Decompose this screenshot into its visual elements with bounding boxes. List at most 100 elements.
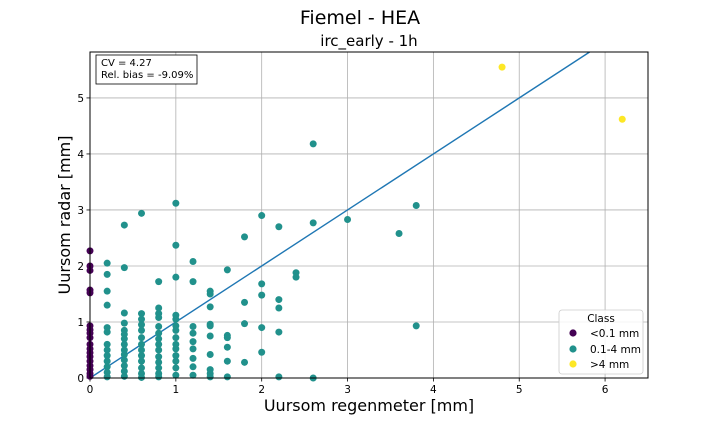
data-point-mid [344, 215, 352, 223]
data-point-mid [138, 315, 146, 323]
data-point-mid [172, 326, 180, 334]
data-point-mid [103, 270, 111, 278]
data-point-mid [241, 320, 249, 328]
data-point-mid [241, 358, 249, 366]
data-point-mid [189, 257, 197, 265]
data-point-mid [103, 346, 111, 354]
y-axis-label: Uursom radar [mm] [55, 136, 74, 295]
data-point-mid [120, 319, 128, 327]
data-point-mid [206, 290, 214, 298]
data-point-mid [206, 322, 214, 330]
y-tick-label: 2 [77, 261, 84, 273]
data-point-mid [172, 334, 180, 342]
data-point-mid [223, 357, 231, 365]
data-point-mid [172, 345, 180, 353]
data-point-mid [172, 199, 180, 207]
data-point-mid [206, 303, 214, 311]
data-point-mid [395, 229, 403, 237]
data-point-mid [172, 371, 180, 379]
data-point-mid [172, 241, 180, 249]
data-point-mid [189, 363, 197, 371]
data-point-mid [155, 364, 163, 372]
data-point-mid [155, 314, 163, 322]
legend-marker-low [569, 329, 577, 337]
data-point-mid [258, 324, 266, 332]
data-point-mid [172, 357, 180, 365]
data-point-mid [189, 338, 197, 346]
data-point-mid [120, 356, 128, 364]
chart-title: irc_early - 1h [320, 32, 417, 51]
data-point-mid [155, 335, 163, 343]
data-point-mid [103, 340, 111, 348]
data-point-mid [275, 296, 283, 304]
x-tick-label: 4 [430, 384, 437, 396]
data-point-mid [172, 352, 180, 360]
data-point-high [498, 63, 506, 71]
data-point-mid [241, 233, 249, 241]
stat-cv: CV = 4.27 [101, 58, 152, 69]
data-point-mid [138, 326, 146, 334]
data-point-mid [120, 340, 128, 348]
y-tick-label: 0 [77, 373, 84, 385]
data-point-mid [103, 301, 111, 309]
x-tick-label: 0 [87, 384, 94, 396]
data-point-mid [120, 372, 128, 380]
legend-label-high: >4 mm [590, 359, 629, 371]
chart-suptitle: Fiemel - HEA [300, 7, 420, 29]
data-point-mid [189, 354, 197, 362]
y-tick-label: 5 [77, 93, 84, 105]
legend: Class <0.1 mm 0.1-4 mm >4 mm [558, 309, 644, 375]
data-point-mid [241, 298, 249, 306]
data-point-mid [258, 348, 266, 356]
ticks: 0 1 2 3 4 5 6 0 1 2 3 4 5 [77, 93, 608, 396]
data-point-mid [258, 212, 266, 220]
data-point-mid [206, 332, 214, 340]
data-point-mid [172, 315, 180, 323]
data-point-mid [138, 352, 146, 360]
data-point-mid [155, 329, 163, 337]
data-point-mid [120, 350, 128, 358]
data-point-mid [120, 264, 128, 272]
y-tick-label: 1 [77, 317, 84, 329]
stat-rel-bias: Rel. bias = -9.09% [101, 70, 193, 81]
data-point-mid [189, 345, 197, 353]
data-point-mid [103, 259, 111, 267]
stats-box: CV = 4.27 Rel. bias = -9.09% [95, 54, 198, 85]
data-point-mid [138, 346, 146, 354]
data-point-mid [309, 219, 317, 227]
legend-label-low: <0.1 mm [590, 328, 639, 340]
data-point-mid [120, 362, 128, 370]
x-axis-label: Uursom regenmeter [mm] [264, 396, 474, 415]
data-point-mid [309, 140, 317, 148]
data-point-mid [206, 350, 214, 358]
x-tick-label: 3 [344, 384, 351, 396]
data-point-mid [223, 266, 231, 274]
data-point-mid [120, 367, 128, 375]
legend-marker-high [569, 360, 577, 368]
data-point-high [618, 115, 626, 123]
data-point-mid [155, 304, 163, 312]
data-point-mid [103, 357, 111, 365]
plot-background [90, 52, 648, 378]
stats-box-frame [95, 54, 198, 85]
data-point-mid [258, 280, 266, 288]
data-point-mid [155, 358, 163, 366]
data-point-mid [206, 373, 214, 381]
data-point-mid [103, 287, 111, 295]
data-point-mid [103, 373, 111, 381]
data-point-mid [103, 352, 111, 360]
data-point-mid [138, 364, 146, 372]
data-point-mid [412, 201, 420, 209]
data-point-mid [155, 353, 163, 361]
data-point-mid [138, 209, 146, 217]
data-point-mid [172, 364, 180, 372]
data-point-mid [412, 322, 420, 330]
legend-title: Class [587, 313, 615, 325]
plot-frame [89, 51, 649, 379]
data-point-mid [155, 340, 163, 348]
data-point-mid [275, 223, 283, 231]
data-point-mid [155, 373, 163, 381]
data-point-mid [275, 304, 283, 312]
scatter-points [86, 63, 626, 382]
